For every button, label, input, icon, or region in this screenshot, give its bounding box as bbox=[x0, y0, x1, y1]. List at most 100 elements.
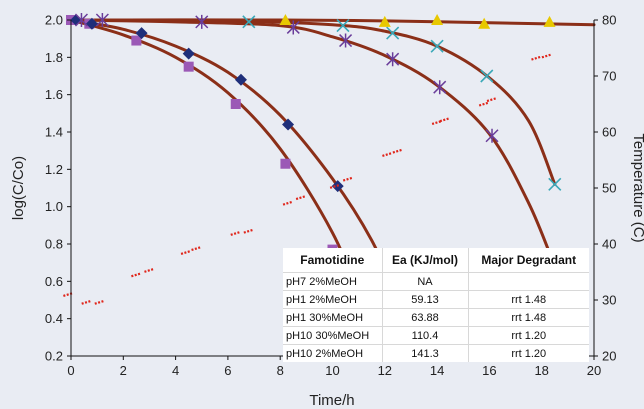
data-point-temperature bbox=[243, 228, 255, 234]
data-point-diamond bbox=[282, 118, 295, 131]
data-point-temperature bbox=[131, 272, 142, 278]
data-point-temperature bbox=[439, 117, 451, 123]
data-point-temperature bbox=[180, 249, 192, 255]
data-point-star bbox=[339, 33, 353, 48]
data-point-temperature bbox=[541, 53, 553, 59]
data-point-diamond bbox=[234, 73, 247, 86]
x-tick-label: 12 bbox=[378, 363, 392, 378]
x-tick-label: 6 bbox=[224, 363, 231, 378]
y-right-tick-label: 50 bbox=[602, 181, 616, 196]
data-point-square bbox=[131, 35, 142, 46]
table-cell: 63.88 bbox=[381, 308, 468, 327]
table-cell: 141.3 bbox=[381, 344, 468, 362]
data-point-temperature bbox=[329, 183, 341, 189]
table-cell: rrt 1.48 bbox=[467, 290, 589, 309]
x-tick-label: 2 bbox=[120, 363, 127, 378]
data-point-triangle bbox=[431, 14, 444, 25]
data-point-triangle bbox=[378, 15, 391, 27]
table-cell: 110.4 bbox=[381, 326, 468, 345]
data-point-temperature bbox=[382, 151, 393, 157]
data-point-square bbox=[183, 61, 194, 72]
table-cell: NA bbox=[381, 272, 468, 291]
data-point-temperature bbox=[191, 245, 202, 252]
table-cell: 59.13 bbox=[381, 290, 468, 309]
data-point-square bbox=[280, 158, 291, 169]
fit-curve bbox=[69, 18, 557, 186]
data-point-temperature bbox=[81, 299, 93, 305]
table-row: pH7 2%MeOH NA bbox=[283, 272, 589, 291]
y-left-tick-label: 1.0 bbox=[45, 199, 63, 214]
x-tick-label: 0 bbox=[67, 363, 74, 378]
table-row: pH10 2%MeOH 141.3 rrt 1.20 bbox=[283, 344, 589, 362]
data-point-temperature bbox=[531, 55, 542, 61]
table-cell: rrt 1.20 bbox=[467, 344, 589, 362]
y-right-tick-label: 20 bbox=[602, 349, 616, 364]
data-point-triangle bbox=[543, 15, 556, 27]
data-point-star bbox=[74, 13, 88, 27]
y-left-tick-label: 1.8 bbox=[45, 50, 63, 65]
data-point-temperature bbox=[144, 267, 155, 273]
table-header: Ea (KJ/mol) bbox=[381, 248, 468, 273]
y-left-tick-label: 0.8 bbox=[45, 237, 63, 252]
y-left-tick-label: 1.2 bbox=[45, 162, 63, 177]
data-point-temperature bbox=[342, 176, 354, 182]
data-point-triangle bbox=[478, 17, 491, 29]
x-tick-label: 16 bbox=[482, 363, 496, 378]
data-point-temperature bbox=[94, 299, 106, 305]
data-point-star bbox=[195, 14, 209, 29]
table-cell: rrt 1.48 bbox=[467, 308, 589, 327]
fit-curve bbox=[69, 18, 596, 27]
data-point-triangle bbox=[279, 14, 292, 25]
data-point-temperature bbox=[486, 96, 498, 103]
data-point-temperature bbox=[63, 291, 74, 297]
data-point-temperature bbox=[230, 230, 242, 236]
y-left-axis-title: log(C/Co) bbox=[10, 156, 27, 220]
table-row: pH1 2%MeOH 59.13 rrt 1.48 bbox=[283, 290, 589, 309]
data-point-x bbox=[336, 19, 350, 33]
axes: 0 2 4 6 8 10 12 14 16 18 20 0.2 0.4 0.6 0.8 1.0 1.2 1.4 1.… bbox=[45, 13, 617, 379]
y-right-tick-label: 70 bbox=[602, 69, 616, 84]
y-right-tick-label: 30 bbox=[602, 293, 616, 308]
table-row: pH1 30%MeOH 63.88 rrt 1.48 bbox=[283, 308, 589, 327]
y-right-axis-title: Temperature (C) bbox=[630, 133, 644, 242]
x-tick-label: 18 bbox=[534, 363, 548, 378]
y-left-tick-label: 0.2 bbox=[45, 349, 63, 364]
table-cell: pH7 2%MeOH bbox=[283, 272, 382, 291]
data-point-x bbox=[386, 26, 400, 40]
data-point-star bbox=[95, 13, 109, 27]
table-cell: pH1 2%MeOH bbox=[283, 290, 382, 309]
data-point-x bbox=[480, 69, 494, 83]
y-right-tick-label: 80 bbox=[602, 13, 616, 28]
activation-energy-table: Famotidine Ea (KJ/mol) Major Degradant p… bbox=[283, 248, 589, 362]
y-left-tick-label: 0.6 bbox=[45, 274, 63, 289]
data-point-star bbox=[386, 52, 400, 67]
data-point-square bbox=[230, 99, 241, 109]
data-point-temperature bbox=[295, 194, 307, 201]
table-header: Major Degradant bbox=[467, 248, 589, 273]
y-left-tick-label: 0.4 bbox=[45, 311, 63, 326]
x-tick-label: 4 bbox=[172, 363, 179, 378]
table-cell: rrt 1.20 bbox=[467, 326, 589, 345]
table-row: pH10 30%MeOH 110.4 rrt 1.20 bbox=[283, 326, 589, 345]
x-tick-label: 20 bbox=[587, 363, 601, 378]
table-header: Famotidine bbox=[300, 253, 365, 267]
data-point-x bbox=[242, 15, 256, 29]
y-left-tick-label: 1.4 bbox=[45, 125, 63, 140]
data-point-diamond bbox=[182, 47, 195, 60]
y-left-tick-label: 1.6 bbox=[45, 87, 63, 102]
x-tick-label: 8 bbox=[277, 363, 284, 378]
data-point-star bbox=[485, 128, 499, 143]
data-point-temperature bbox=[282, 200, 294, 206]
table-cell: pH10 2%MeOH bbox=[283, 344, 382, 362]
x-axis-title: Time/h bbox=[309, 392, 354, 409]
data-point-x bbox=[430, 39, 444, 53]
table-cell: pH1 30%MeOH bbox=[283, 308, 382, 327]
y-left-tick-label: 2.0 bbox=[45, 13, 63, 28]
data-point-star bbox=[433, 80, 447, 95]
data-point-diamond bbox=[135, 27, 148, 40]
x-tick-label: 14 bbox=[430, 363, 444, 378]
table-cell: pH10 30%MeOH bbox=[283, 326, 382, 345]
x-tick-label: 10 bbox=[325, 363, 339, 378]
y-right-tick-label: 40 bbox=[602, 237, 616, 252]
